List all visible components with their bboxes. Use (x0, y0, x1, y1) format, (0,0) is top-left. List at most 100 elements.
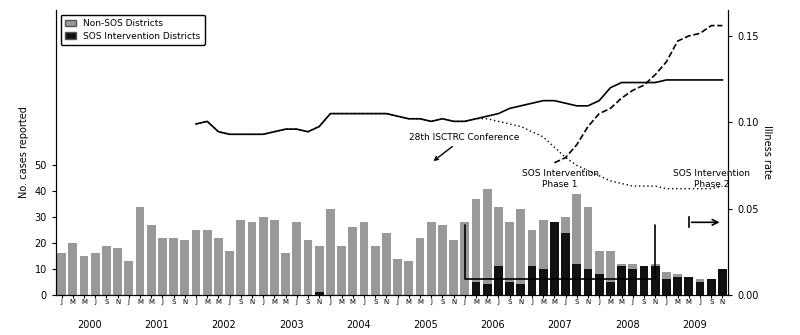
Bar (426, 222, 436, 295)
Bar (617, 266, 626, 295)
Bar (639, 266, 649, 295)
Bar (180, 241, 190, 295)
Bar (516, 284, 526, 295)
Text: 2003: 2003 (279, 320, 303, 330)
Bar (594, 251, 604, 295)
Bar (673, 277, 682, 295)
Bar (706, 290, 716, 295)
Text: 2006: 2006 (481, 320, 505, 330)
Bar (135, 207, 145, 295)
Bar (247, 222, 257, 295)
Text: 2007: 2007 (548, 320, 572, 330)
Bar (684, 277, 694, 295)
Bar (449, 241, 458, 295)
Text: 2000: 2000 (78, 320, 102, 330)
Bar (90, 253, 100, 295)
Bar (550, 222, 559, 295)
Bar (225, 251, 234, 295)
Text: 2009: 2009 (682, 320, 706, 330)
Bar (594, 274, 604, 295)
Bar (662, 279, 671, 295)
Text: 28th ISCTRC Conference: 28th ISCTRC Conference (409, 133, 519, 160)
Bar (706, 279, 716, 295)
Bar (718, 279, 727, 295)
Bar (169, 238, 178, 295)
Bar (617, 264, 626, 295)
Bar (404, 261, 414, 295)
Bar (516, 209, 526, 295)
Bar (583, 207, 593, 295)
Bar (718, 269, 727, 295)
Bar (393, 259, 402, 295)
Bar (281, 253, 290, 295)
Bar (650, 264, 660, 295)
Bar (303, 241, 313, 295)
Text: SOS Intervention
Phase 2: SOS Intervention Phase 2 (673, 169, 750, 189)
Bar (673, 274, 682, 295)
Text: 2001: 2001 (145, 320, 169, 330)
Bar (561, 233, 570, 295)
Bar (438, 225, 447, 295)
Bar (471, 199, 481, 295)
Bar (650, 266, 660, 295)
Bar (572, 264, 582, 295)
Bar (662, 271, 671, 295)
Bar (236, 220, 246, 295)
Bar (628, 264, 638, 295)
Bar (505, 282, 514, 295)
Bar (494, 266, 503, 295)
Bar (471, 282, 481, 295)
Bar (561, 217, 570, 295)
Bar (337, 246, 346, 295)
Bar (202, 230, 212, 295)
Bar (572, 194, 582, 295)
Bar (505, 222, 514, 295)
Bar (57, 253, 66, 295)
Text: SOS Intervention
Phase 1: SOS Intervention Phase 1 (522, 169, 598, 189)
Bar (583, 269, 593, 295)
Bar (314, 292, 324, 295)
Bar (695, 282, 705, 295)
Bar (628, 269, 638, 295)
Bar (348, 227, 358, 295)
Bar (214, 238, 223, 295)
Text: 2004: 2004 (346, 320, 370, 330)
Bar (482, 189, 492, 295)
Bar (158, 238, 167, 295)
Bar (606, 282, 615, 295)
Bar (494, 207, 503, 295)
Bar (146, 225, 156, 295)
Bar (370, 246, 380, 295)
Bar (258, 217, 268, 295)
Bar (124, 261, 134, 295)
Bar (292, 222, 302, 295)
Bar (415, 238, 425, 295)
Bar (482, 284, 492, 295)
Bar (639, 266, 649, 295)
Bar (79, 256, 89, 295)
Bar (460, 222, 470, 295)
Bar (695, 279, 705, 295)
Y-axis label: No. cases reported: No. cases reported (19, 107, 29, 198)
Bar (527, 230, 537, 295)
Bar (538, 269, 548, 295)
Bar (538, 220, 548, 295)
Bar (326, 209, 335, 295)
Bar (684, 279, 694, 295)
Text: 2002: 2002 (212, 320, 236, 330)
Bar (270, 220, 279, 295)
Bar (314, 246, 324, 295)
Text: 2008: 2008 (615, 320, 639, 330)
Bar (359, 222, 369, 295)
Text: 2005: 2005 (414, 320, 438, 330)
Bar (382, 233, 391, 295)
Y-axis label: Illness rate: Illness rate (762, 126, 773, 179)
Bar (191, 230, 201, 295)
Bar (550, 227, 559, 295)
Bar (527, 266, 537, 295)
Bar (113, 248, 122, 295)
Legend: Non-SOS Districts, SOS Intervention Districts: Non-SOS Districts, SOS Intervention Dist… (61, 14, 205, 45)
Bar (606, 251, 615, 295)
Bar (68, 243, 78, 295)
Bar (102, 246, 111, 295)
